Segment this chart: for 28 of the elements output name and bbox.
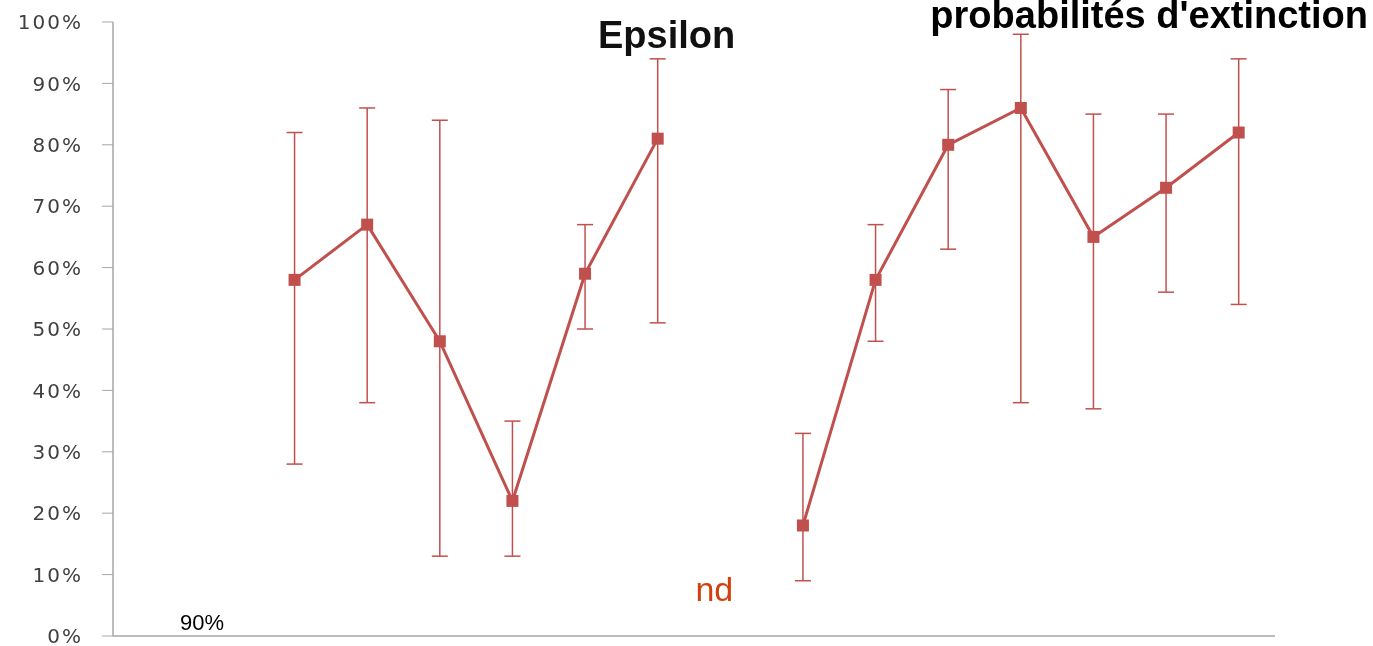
point bbox=[942, 138, 955, 151]
y-tick-label: 20% bbox=[32, 501, 83, 526]
chart-title: probabilités d'extinction bbox=[930, 0, 1368, 36]
y-tick-label: 50% bbox=[32, 317, 83, 342]
point bbox=[361, 218, 374, 231]
y-tick-label: 60% bbox=[32, 255, 83, 280]
point bbox=[579, 267, 592, 280]
chart-subtitle: Epsilon bbox=[598, 14, 736, 56]
point bbox=[1087, 230, 1100, 243]
point bbox=[506, 494, 519, 507]
point bbox=[1232, 126, 1245, 139]
point bbox=[1014, 101, 1027, 114]
y-tick-label: 100% bbox=[17, 10, 83, 35]
point bbox=[433, 335, 446, 348]
point bbox=[651, 132, 664, 145]
y-tick-label: 70% bbox=[32, 194, 83, 219]
point bbox=[1160, 181, 1173, 194]
point bbox=[288, 273, 301, 286]
point bbox=[796, 519, 809, 532]
y-tick-label: 30% bbox=[32, 440, 83, 464]
annotation: nd bbox=[695, 570, 734, 608]
y-tick-label: 90% bbox=[32, 71, 83, 96]
y-tick-label: 40% bbox=[32, 378, 83, 403]
y-tick-label: 10% bbox=[32, 562, 83, 587]
annotation: 90% bbox=[180, 610, 225, 635]
point bbox=[869, 273, 882, 286]
y-tick-label: 80% bbox=[32, 133, 83, 157]
y-tick-label: 0% bbox=[47, 624, 83, 646]
